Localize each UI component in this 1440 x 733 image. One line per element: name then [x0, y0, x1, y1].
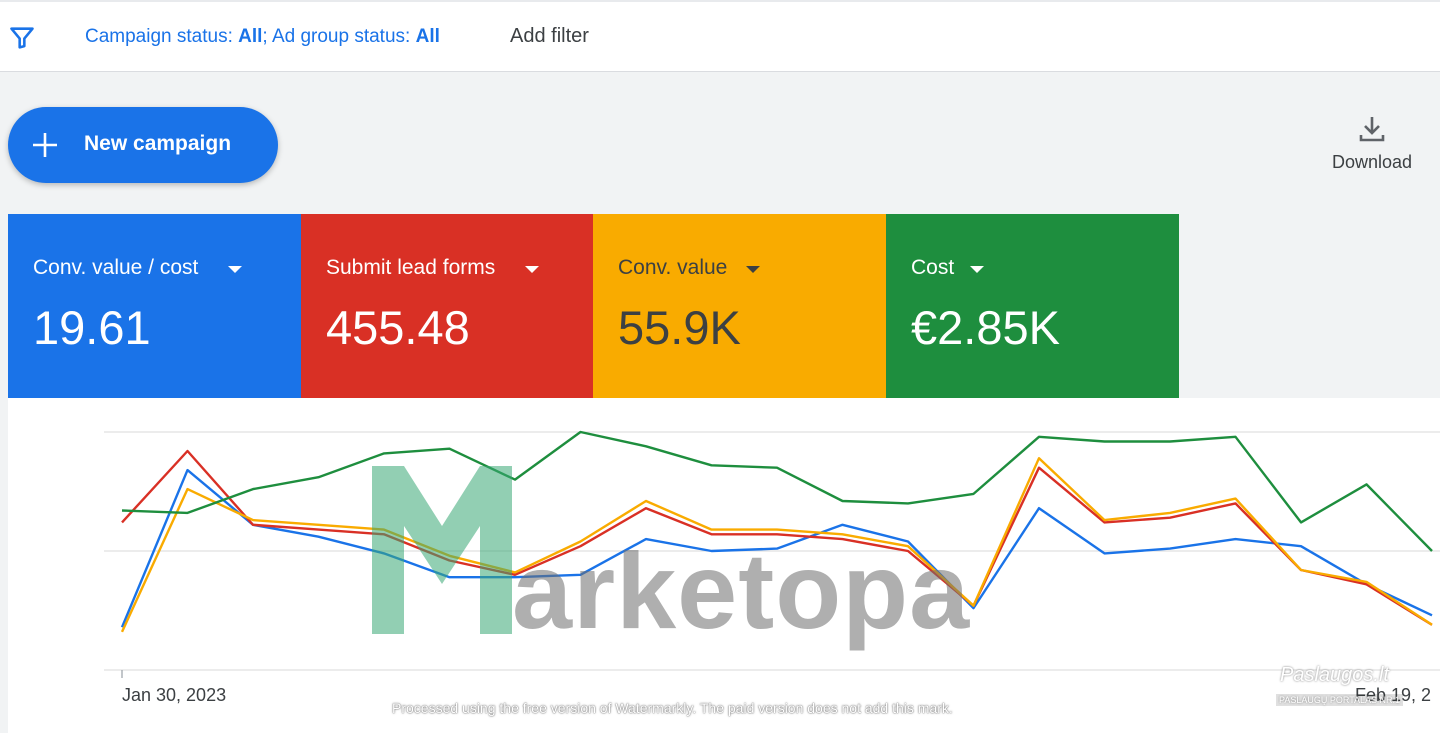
filter-icon[interactable] [8, 24, 36, 52]
campaign-status-value: All [238, 26, 263, 47]
active-filters[interactable]: Campaign status: All; Ad group status: A… [85, 26, 440, 48]
performance-chart: Jan 30, 2023 Feb 19, 2 [8, 398, 1440, 733]
download-button[interactable]: Download [1320, 112, 1424, 182]
metric-name: Conv. value / cost [33, 256, 199, 279]
download-label: Download [1331, 152, 1413, 172]
new-campaign-button[interactable]: New campaign [8, 107, 278, 183]
x-axis-end-label: Feb 19, 2 [1355, 685, 1432, 705]
metric-tile-conv-value-cost[interactable]: Conv. value / cost 19.61 [8, 214, 301, 398]
series-line-1[interactable] [120, 468, 1433, 628]
x-axis-start-label: Jan 30, 2023 [122, 685, 227, 705]
metric-name: Conv. value [618, 256, 728, 279]
caret-down-icon [970, 266, 984, 273]
caret-down-icon [746, 266, 760, 273]
series-line-3[interactable] [120, 457, 1433, 633]
add-filter-button[interactable]: Add filter [510, 25, 589, 47]
line-chart [104, 430, 1440, 678]
ad-group-status-value: All [415, 26, 440, 47]
ad-group-status-label: Ad group status: [271, 26, 416, 47]
metric-tile-cost[interactable]: Cost €2.85K [886, 214, 1179, 398]
new-campaign-label: New campaign [84, 132, 232, 155]
metric-name: Submit lead forms [326, 256, 496, 279]
filter-separator: ; [262, 26, 272, 47]
metric-name: Cost [911, 256, 955, 279]
metric-tile-submit-lead-forms[interactable]: Submit lead forms 455.48 [301, 214, 594, 398]
download-icon [1359, 117, 1385, 142]
metric-value: €2.85K [911, 301, 1060, 354]
metric-tile-conv-value[interactable]: Conv. value 55.9K [593, 214, 886, 398]
plus-icon [33, 133, 57, 157]
metric-value: 55.9K [618, 301, 741, 354]
campaign-status-label: Campaign status: [85, 26, 239, 47]
series-line-4[interactable] [121, 430, 1433, 552]
metric-value: 455.48 [326, 301, 470, 354]
series-line-2[interactable] [121, 449, 1433, 626]
metric-value: 19.61 [33, 301, 151, 354]
watermark-note: Processed using the free version of Wate… [392, 700, 953, 716]
filter-bar: Campaign status: All; Ad group status: A… [0, 0, 1440, 72]
caret-down-icon [525, 266, 539, 273]
caret-down-icon [228, 266, 242, 273]
